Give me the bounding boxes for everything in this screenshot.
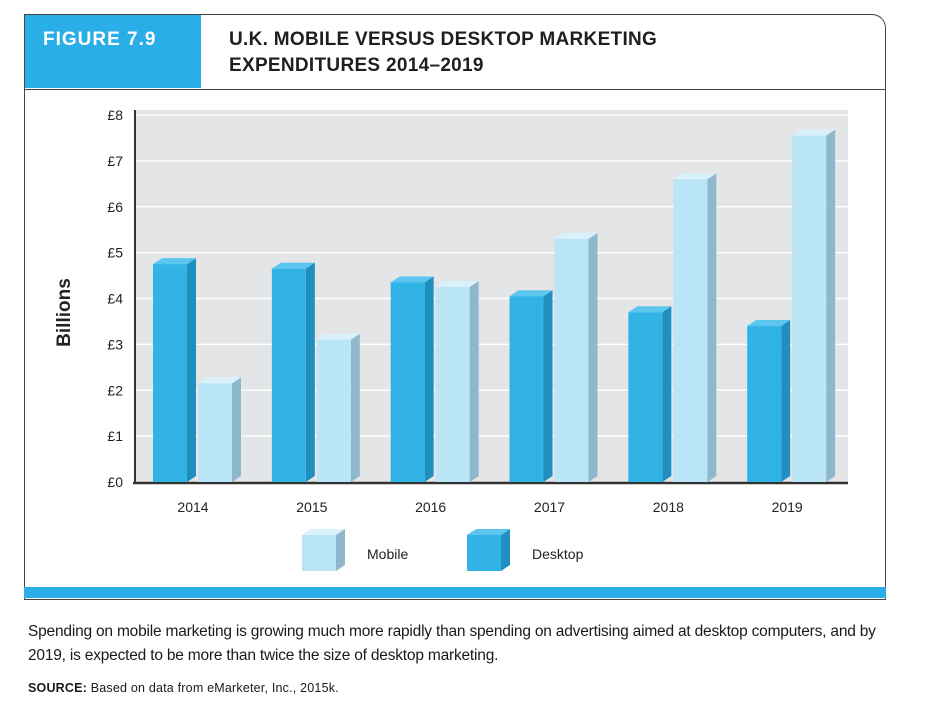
desktop-bar-front (509, 296, 544, 482)
mobile-bar (316, 333, 360, 482)
x-tick-label: 2014 (177, 499, 208, 515)
figure-source: SOURCE: Based on data from eMarketer, In… (28, 681, 339, 695)
mobile-bar-front (554, 238, 589, 482)
mobile-bar-top (554, 232, 598, 239)
mobile-bar-side (469, 281, 479, 482)
legend-swatch (302, 535, 336, 571)
figure-title-line1: U.K. MOBILE VERSUS DESKTOP MARKETING (229, 29, 658, 50)
mobile-bar-top (198, 377, 241, 384)
desktop-bar (390, 276, 434, 482)
mobile-bar-top (673, 173, 717, 180)
y-tick-label: £4 (107, 291, 123, 307)
mobile-bar-front (673, 179, 708, 482)
y-tick-label: £6 (107, 199, 123, 215)
legend-swatch-side (336, 529, 345, 571)
x-tick-label: 2018 (653, 499, 684, 515)
mobile-bar-front (792, 135, 827, 483)
legend-item-mobile: Mobile (302, 529, 408, 571)
x-tick-label: 2019 (772, 499, 803, 515)
figure-bottom-bar (24, 587, 886, 598)
desktop-bar-top (153, 258, 196, 265)
desktop-bar-side (187, 258, 196, 482)
y-tick-label: £0 (107, 474, 123, 490)
desktop-bar-side (662, 306, 672, 482)
desktop-bar (509, 290, 553, 482)
desktop-bar (153, 258, 196, 482)
legend-label: Mobile (367, 546, 408, 562)
mobile-bar-side (588, 232, 598, 482)
mobile-bar-side (707, 173, 717, 482)
mobile-bar-side (232, 377, 241, 482)
desktop-bar-top (271, 262, 315, 269)
legend-swatch-side (501, 529, 510, 571)
x-tick-label: 2017 (534, 499, 565, 515)
desktop-bar-front (271, 268, 306, 482)
figure-title: U.K. MOBILE VERSUS DESKTOP MARKETING EXP… (229, 27, 657, 79)
desktop-bar-front (153, 264, 187, 482)
desktop-bar (628, 306, 672, 482)
figure-header: FIGURE 7.9 U.K. MOBILE VERSUS DESKTOP MA… (25, 15, 885, 90)
mobile-bar (792, 129, 836, 483)
desktop-bar (747, 320, 791, 482)
desktop-bar-top (628, 306, 672, 313)
legend-label: Desktop (532, 546, 584, 562)
figure-caption: Spending on mobile marketing is growing … (28, 623, 876, 664)
y-tick-label: £2 (107, 382, 123, 398)
desktop-bar-front (390, 282, 425, 482)
mobile-bar (554, 232, 598, 482)
mobile-bar-top (792, 129, 836, 136)
desktop-bar-side (424, 276, 434, 482)
x-tick-label: 2015 (296, 499, 327, 515)
mobile-bar (673, 173, 717, 482)
figure-label: FIGURE 7.9 (25, 15, 201, 88)
y-tick-label: £7 (107, 153, 123, 169)
source-label: SOURCE: (28, 681, 88, 695)
y-tick-label: £3 (107, 336, 123, 352)
legend-swatch-top (302, 529, 345, 535)
desktop-bar-side (543, 290, 553, 482)
legend-swatch (467, 535, 501, 571)
plot-area (135, 110, 848, 482)
mobile-bar-side (826, 129, 836, 483)
y-tick-label: £1 (107, 428, 123, 444)
desktop-bar-front (747, 326, 782, 482)
mobile-bar (435, 281, 479, 482)
desktop-bar-side (305, 262, 315, 482)
y-tick-label: £5 (107, 245, 123, 261)
mobile-bar-top (435, 281, 479, 288)
desktop-bar-top (509, 290, 553, 297)
desktop-bar-top (747, 320, 791, 327)
legend-item-desktop: Desktop (467, 529, 584, 571)
y-tick-label: £8 (107, 107, 123, 123)
legend-swatch-top (467, 529, 510, 535)
mobile-bar-front (435, 287, 470, 482)
mobile-bar-side (350, 333, 360, 482)
desktop-bar-front (628, 312, 663, 482)
mobile-bar-front (316, 339, 351, 482)
desktop-bar-side (781, 320, 791, 482)
y-axis-title: Billions (54, 278, 75, 347)
source-text: Based on data from eMarketer, Inc., 2015… (90, 681, 339, 695)
mobile-bar-front (198, 383, 232, 482)
desktop-bar (271, 262, 315, 482)
desktop-bar-top (390, 276, 434, 283)
bar-chart: £0 £1 £2 £3 £4 £5 £6 £7 £8 Billions 2014 2015 2016 20… (54, 107, 848, 571)
figure-title-line2: EXPENDITURES 2014–2019 (229, 55, 484, 76)
mobile-bar (198, 377, 241, 482)
x-tick-label: 2016 (415, 499, 446, 515)
mobile-bar-top (316, 333, 360, 340)
